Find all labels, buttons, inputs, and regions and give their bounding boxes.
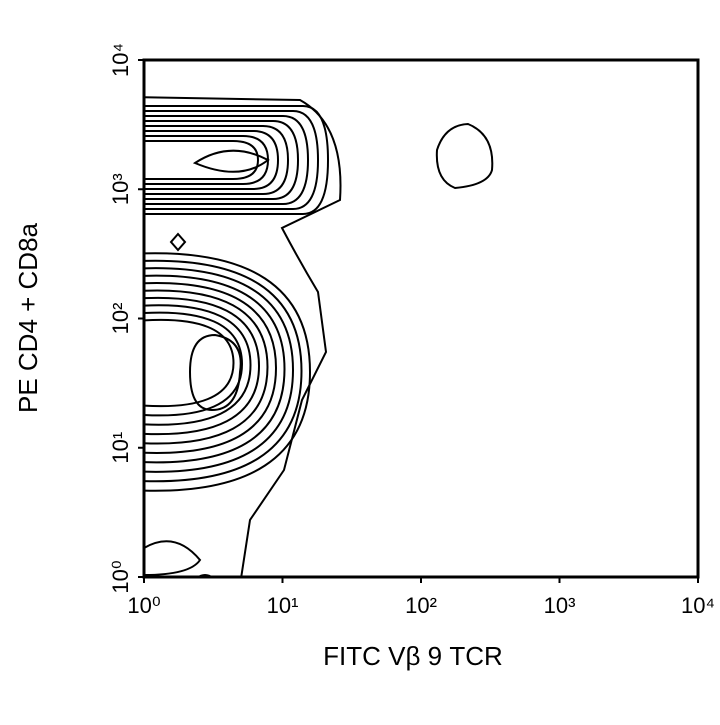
contour-line xyxy=(435,122,494,190)
contour-line xyxy=(144,304,252,426)
contour-line xyxy=(144,267,295,473)
x-axis-label: FITC Vβ 9 TCR xyxy=(323,641,503,671)
y-axis-label: PE CD4 + CD8a xyxy=(13,222,43,413)
plot-frame xyxy=(142,58,700,579)
contour-line xyxy=(144,110,320,210)
contour-line xyxy=(144,115,310,205)
contour-line xyxy=(144,274,286,464)
contour-line xyxy=(169,232,187,252)
contour-line xyxy=(144,259,303,483)
contour-line xyxy=(192,149,270,173)
x-tick-label: 10⁴ xyxy=(681,593,715,618)
x-tick-label: 10³ xyxy=(544,593,576,618)
contour-line xyxy=(144,540,202,576)
contour-line xyxy=(144,296,261,436)
y-tick-label: 10⁰ xyxy=(108,560,133,593)
y-tick-label: 10² xyxy=(108,303,133,335)
y-tick-label: 10⁴ xyxy=(108,43,133,77)
contour-line xyxy=(196,574,214,577)
x-tick-label: 10⁰ xyxy=(127,593,160,618)
y-tick-label: 10³ xyxy=(108,173,133,205)
contour-line xyxy=(144,125,290,195)
contour-line xyxy=(144,130,280,190)
contour-line xyxy=(144,105,330,215)
contour-line xyxy=(144,311,244,417)
x-tick-label: 10² xyxy=(405,593,437,618)
contour-line xyxy=(144,282,278,454)
contour-line xyxy=(144,252,312,492)
contour-line xyxy=(188,333,242,412)
x-tick-label: 10¹ xyxy=(267,593,299,618)
y-tick-label: 10¹ xyxy=(108,432,133,464)
contour-line xyxy=(144,96,342,577)
contours xyxy=(144,96,494,577)
contour-line xyxy=(144,140,260,180)
contour-line xyxy=(144,120,300,200)
contour-line xyxy=(144,318,235,408)
contour-line xyxy=(144,289,269,445)
